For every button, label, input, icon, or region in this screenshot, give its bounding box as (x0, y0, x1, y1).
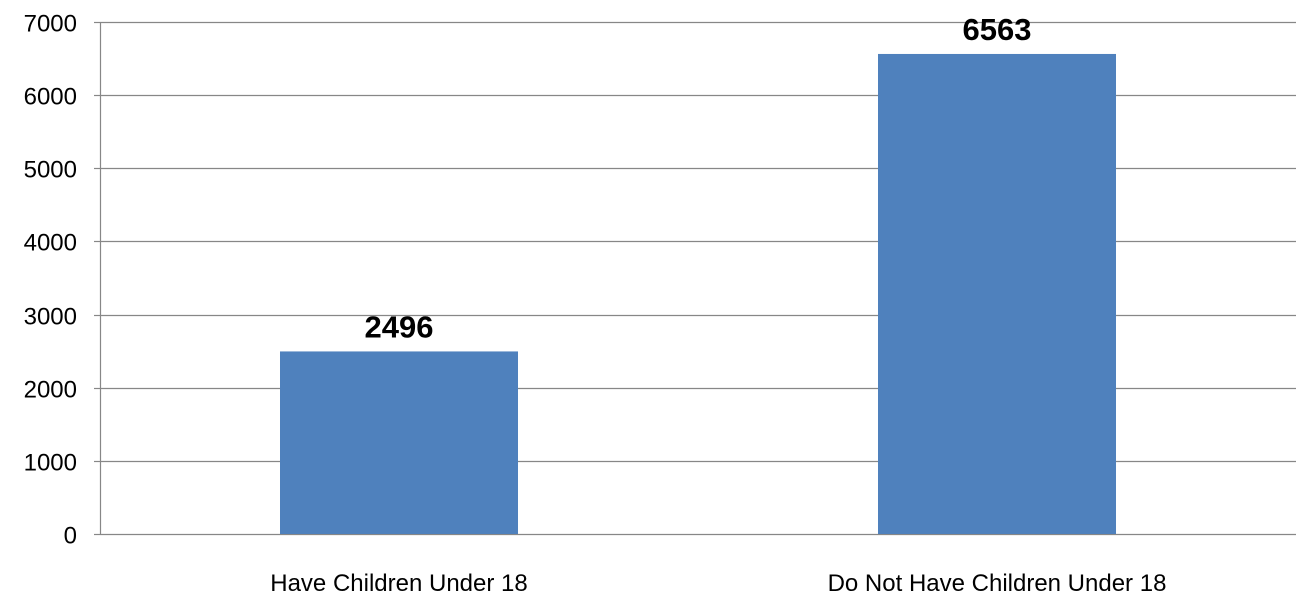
y-axis-ticks: 0 1000 2000 3000 4000 5000 6000 7000 (24, 11, 77, 550)
y-tick-label: 1000 (24, 450, 77, 477)
y-tick-label: 0 (64, 523, 77, 550)
bar-2 (877, 53, 1117, 534)
category-labels: Have Children Under 18 Do Not Have Childr… (270, 570, 1166, 597)
y-tick-label: 2000 (24, 377, 77, 404)
data-labels: 2496 6563 (365, 12, 1032, 344)
bar-1 (279, 351, 519, 534)
y-tick-label: 3000 (24, 304, 77, 331)
category-label-1: Have Children Under 18 (270, 570, 527, 597)
category-label-2: Do Not Have Children Under 18 (828, 570, 1167, 597)
data-label-1: 2496 (365, 309, 434, 344)
y-tick-label: 6000 (24, 84, 77, 111)
y-tick-label: 5000 (24, 157, 77, 184)
y-tick-label: 7000 (24, 11, 77, 38)
y-tick-label: 4000 (24, 230, 77, 257)
data-label-2: 6563 (963, 12, 1032, 47)
bars (279, 53, 1117, 534)
